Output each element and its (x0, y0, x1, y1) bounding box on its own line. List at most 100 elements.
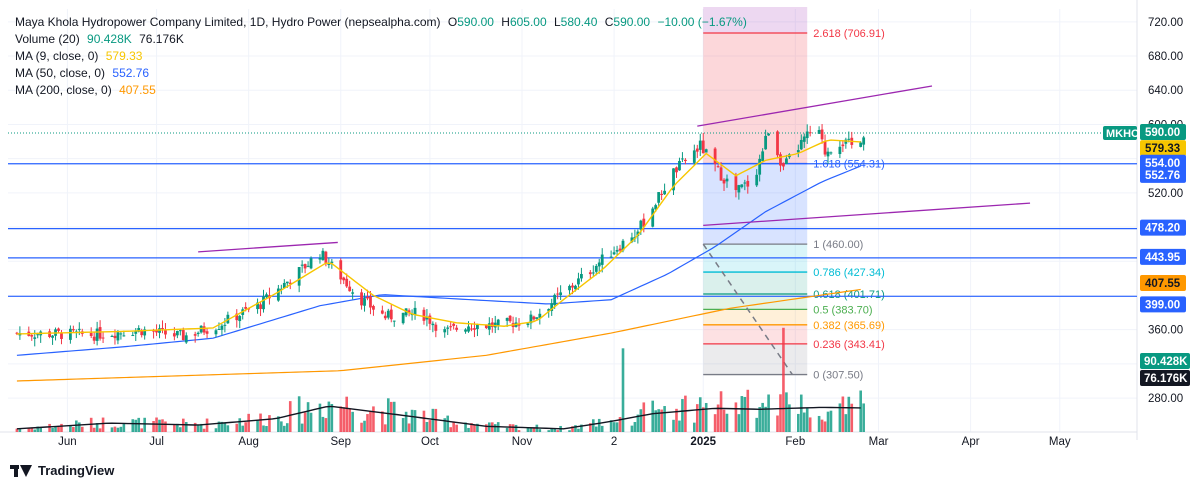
candle (841, 140, 845, 153)
candle-body (761, 151, 765, 161)
candle-body (327, 264, 331, 266)
volume-bar (580, 424, 583, 432)
volume-bar (137, 417, 141, 432)
fib-level-label: 0 (307.50) (813, 370, 863, 382)
ma50-value: 552.76 (112, 66, 150, 80)
candle (701, 132, 705, 154)
candle-body (487, 323, 491, 330)
volume-bar (802, 412, 806, 432)
candle (529, 310, 533, 330)
trendline (697, 85, 933, 127)
volume-bar (505, 427, 509, 432)
volume-bar (654, 410, 657, 432)
candle (380, 305, 384, 315)
volume-bar (660, 409, 663, 432)
candle (449, 320, 453, 331)
volume-label: Volume (20) (15, 32, 80, 46)
candle (238, 314, 242, 329)
candle-body (71, 329, 75, 331)
volume-bar (719, 391, 723, 432)
candle-body (675, 167, 678, 173)
candle-body (517, 324, 521, 326)
candle (496, 318, 500, 331)
volume-bar (339, 406, 343, 432)
candle (559, 285, 563, 300)
candle-body (413, 307, 417, 315)
high-value: 605.00 (509, 15, 547, 29)
candle-body (547, 308, 551, 312)
candle (161, 320, 164, 334)
volume-bar (597, 418, 601, 432)
volume-bar (152, 421, 155, 432)
candle-body (309, 258, 313, 269)
volume-bar (826, 411, 830, 432)
volume-bar (449, 427, 452, 432)
candle (829, 151, 833, 155)
ma9-line (16, 139, 861, 335)
candle (27, 326, 31, 337)
candle (651, 206, 655, 228)
fib-trend-dashed-line (702, 243, 793, 375)
price-tick-label: 520.00 (1148, 188, 1183, 200)
volume-bar (384, 424, 387, 432)
candle (404, 308, 408, 318)
volume-bar (713, 414, 717, 432)
volume-bar (698, 397, 702, 432)
candle (363, 293, 366, 312)
candle-body (178, 330, 182, 332)
volume-bar (556, 430, 559, 432)
candle-body (621, 240, 625, 251)
volume-bar (612, 422, 616, 432)
candle-body (386, 310, 390, 318)
open-key: O (447, 15, 458, 29)
candle (226, 311, 230, 324)
volume-ma-value: 76.176K (139, 32, 184, 46)
candle-body (734, 176, 738, 191)
candle (389, 304, 393, 323)
ma200-label: MA (200, close, 0) (15, 83, 112, 97)
candle (443, 326, 447, 338)
volume-bar (621, 348, 625, 432)
candle (642, 213, 646, 233)
candle-body (431, 323, 435, 326)
candle-body (48, 331, 51, 338)
legend-ma50-row: MA (50, close, 0) 552.76 (15, 65, 747, 82)
volume-bar (799, 394, 803, 432)
time-tick-label: Jul (149, 436, 164, 448)
volume-bar (101, 417, 105, 432)
volume-bar (205, 418, 209, 432)
candle-body (553, 294, 557, 305)
candle-body (779, 154, 782, 166)
volume-bar (345, 396, 348, 432)
candle (779, 152, 782, 172)
candle (826, 147, 830, 164)
candle (119, 331, 123, 340)
volume-bar (681, 399, 684, 432)
tradingview-branding[interactable]: TradingView (10, 463, 114, 478)
candle (318, 254, 322, 264)
volume-bar (235, 423, 239, 432)
volume-bar (452, 421, 455, 432)
candle-body (235, 313, 239, 321)
candle-body (155, 329, 158, 333)
volume-bar (734, 402, 738, 432)
volume-bar (161, 419, 164, 432)
candle (92, 332, 96, 345)
candle (383, 311, 387, 321)
volume-bar (467, 427, 470, 432)
candle-body (600, 254, 604, 265)
volume-bar (36, 426, 40, 432)
volume-bar (722, 409, 726, 432)
volume-bar (862, 403, 865, 432)
volume-bar (550, 428, 554, 432)
candle-body (529, 314, 533, 324)
volume-bar (470, 423, 473, 432)
candle-body (467, 326, 470, 332)
fib-area-upper (703, 33, 808, 164)
candle-body (725, 178, 729, 182)
time-tick-label: Apr (962, 436, 980, 448)
volume-bar (80, 426, 84, 432)
volume-bar (574, 425, 577, 432)
volume-bar (303, 412, 307, 432)
